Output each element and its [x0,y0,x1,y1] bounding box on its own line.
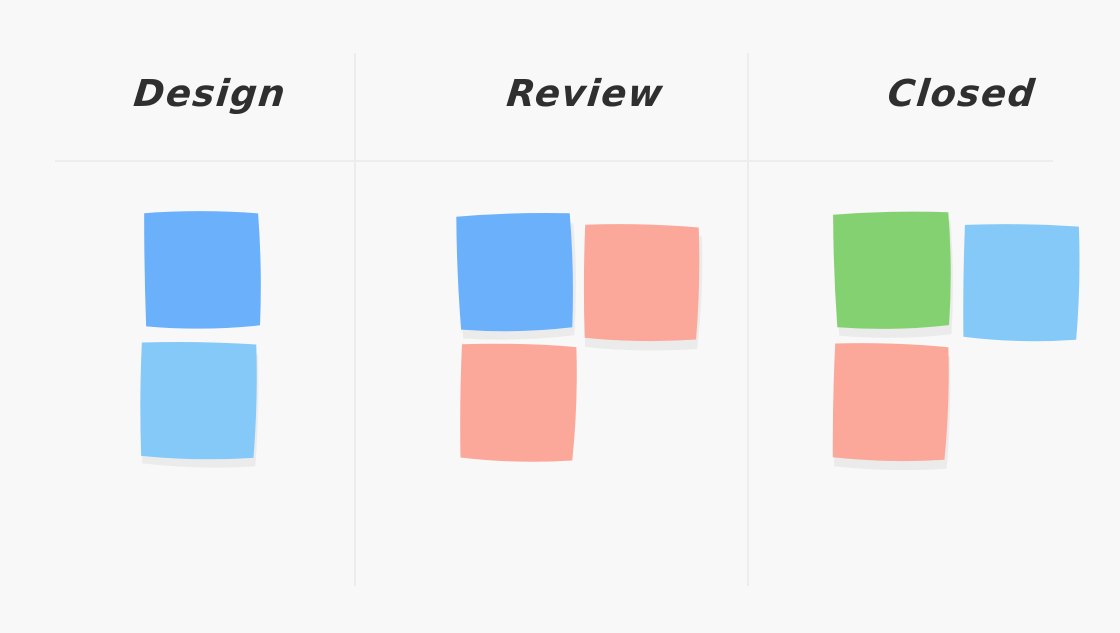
sticky-note-shape [833,211,953,338]
column-divider-1 [354,53,356,586]
sticky-note[interactable] [137,207,268,338]
card-area-closed[interactable] [748,160,1120,633]
sticky-note-shape [460,343,577,462]
sticky-note[interactable] [132,336,263,468]
card-area-design[interactable] [0,160,355,633]
column-title-closed: Closed [885,72,1039,115]
sticky-note[interactable] [824,338,955,471]
sticky-note[interactable] [826,206,957,338]
card-area-review[interactable] [355,160,748,633]
sticky-note[interactable] [452,339,583,470]
column-title-design: Design [131,72,289,115]
sticky-note-shape [832,343,951,471]
column-review[interactable]: Review [355,0,748,633]
sticky-note[interactable] [955,219,1085,349]
sticky-note-shape [140,341,259,468]
sticky-note-shape [144,211,261,329]
column-title-review: Review [504,72,667,115]
sticky-note[interactable] [449,208,581,340]
column-design[interactable]: Design [0,0,355,633]
header-divider [55,160,1053,162]
column-closed[interactable]: Closed [748,0,1120,633]
sticky-note-shape [456,213,576,340]
sticky-note[interactable] [576,219,706,351]
sticky-note-shape [583,224,703,351]
column-divider-2 [747,53,749,586]
sticky-note-shape [963,224,1080,342]
